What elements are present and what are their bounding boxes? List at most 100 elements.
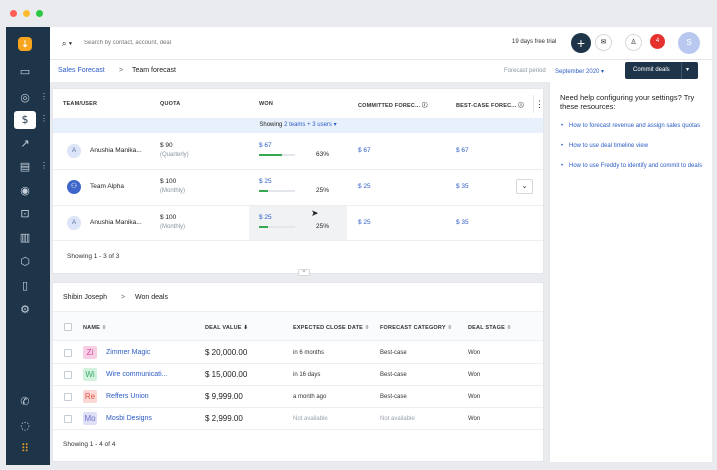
- header-deal-stage[interactable]: DEAL STAGE ⇳: [468, 325, 512, 331]
- forecast-dollar-icon[interactable]: $: [14, 111, 36, 129]
- won-value[interactable]: $ 67: [259, 142, 272, 149]
- header-quota[interactable]: QUOTA: [160, 101, 181, 107]
- reports-chart-icon[interactable]: ↗: [20, 137, 30, 150]
- email-icon[interactable]: ✉: [595, 34, 612, 51]
- app-logo-icon[interactable]: ⇣: [18, 37, 32, 51]
- table-row[interactable]: A Anushia Manika... $ 100 (Monthly) $ 25…: [53, 206, 543, 240]
- best-case-value[interactable]: $ 35: [456, 219, 469, 226]
- header-won[interactable]: WON: [259, 101, 274, 107]
- sort-desc-icon[interactable]: ⬇: [243, 325, 249, 331]
- help-link-item[interactable]: • How to use Freddy to identify and commi…: [561, 163, 703, 169]
- won-value[interactable]: $ 25: [259, 214, 272, 221]
- header-forecast-category[interactable]: FORECAST CATEGORY ⇳: [380, 325, 452, 331]
- select-all-checkbox[interactable]: [64, 323, 72, 331]
- search-input[interactable]: [84, 36, 304, 50]
- info-icon[interactable]: ⓘ: [518, 103, 524, 109]
- products-cube-icon[interactable]: ⬡: [20, 255, 30, 268]
- deal-row[interactable]: Wi Wire communicati... $ 15,000.00 in 16 da…: [53, 364, 543, 386]
- header-name[interactable]: NAME ⇳: [83, 325, 107, 331]
- deals-bag-icon[interactable]: ⊡: [20, 207, 30, 220]
- teams-users-filter[interactable]: 2 teams + 3 users ▾: [284, 122, 337, 128]
- committed-value[interactable]: $ 25: [358, 183, 371, 190]
- commit-deals-button[interactable]: Commit deals ▾: [625, 62, 698, 79]
- deal-row[interactable]: Re Reffers Union $ 9,999.00 a month ago Best…: [53, 386, 543, 408]
- help-link-freddy[interactable]: How to use Freddy to identify and commit…: [569, 163, 703, 169]
- deals-breadcrumb-user[interactable]: Shibin Joseph: [63, 294, 107, 301]
- calendar-icon[interactable]: ▭: [19, 65, 31, 78]
- breadcrumb-sales-forecast[interactable]: Sales Forecast: [58, 67, 105, 74]
- chat-more-icon[interactable]: ⋮: [40, 161, 48, 170]
- help-link-timeline[interactable]: How to use deal timeline view: [569, 143, 649, 149]
- help-links: • How to forecast revenue and assign sale…: [560, 122, 710, 170]
- sort-icon[interactable]: ⇳: [364, 325, 370, 331]
- header-expected-close-date[interactable]: EXPECTED CLOSE DATE ⇳: [293, 325, 370, 331]
- bell-icon[interactable]: ♙: [625, 34, 642, 51]
- avatar: A: [67, 144, 81, 158]
- won-percent: 63%: [316, 151, 330, 158]
- user-avatar[interactable]: S: [678, 32, 700, 54]
- header-best-case-forecast[interactable]: BEST-CASE FOREC... ⓘ: [456, 101, 524, 109]
- user-name[interactable]: Anushia Manika...: [90, 219, 142, 226]
- sort-icon[interactable]: ⇳: [101, 325, 107, 331]
- commit-deals-label: Commit deals: [633, 67, 670, 73]
- team-name[interactable]: Team Alpha: [90, 183, 124, 190]
- header-deal-value[interactable]: DEAL VALUE ⬇: [205, 325, 248, 331]
- sort-icon[interactable]: ⇳: [447, 325, 453, 331]
- user-name[interactable]: Anushia Manika...: [90, 147, 142, 154]
- add-new-button[interactable]: +: [571, 33, 591, 53]
- help-link-item[interactable]: • How to forecast revenue and assign sale…: [561, 123, 701, 129]
- apps-grid-icon[interactable]: ⠿: [20, 442, 30, 455]
- commit-dropdown-icon[interactable]: ▾: [686, 67, 690, 73]
- deal-stage: Won: [468, 350, 481, 356]
- target-icon[interactable]: ◉: [20, 184, 30, 197]
- expand-team-button[interactable]: ⌄: [516, 179, 533, 194]
- notification-badge[interactable]: 4: [650, 34, 665, 49]
- help-link-item[interactable]: • How to use deal timeline view: [561, 143, 649, 149]
- info-icon[interactable]: ⓘ: [422, 103, 428, 109]
- row-checkbox[interactable]: [64, 349, 72, 357]
- search-icon[interactable]: ⌕ ▾: [62, 39, 73, 48]
- maximize-window-icon[interactable]: [36, 10, 43, 17]
- deal-name[interactable]: Mosbi Designs: [106, 415, 152, 422]
- settings-gear-icon[interactable]: ⚙: [20, 303, 30, 316]
- header-committed-forecast[interactable]: COMMITTED FOREC... ⓘ: [358, 101, 428, 109]
- resize-handle[interactable]: =: [298, 269, 310, 276]
- help-panel: Need help configuring your settings? Try…: [549, 82, 712, 462]
- deal-row[interactable]: Mo Mosbi Designs $ 2,999.00 Not available No…: [53, 408, 543, 430]
- column-menu-icon[interactable]: ⋮: [533, 95, 545, 113]
- best-case-value[interactable]: $ 35: [456, 183, 469, 190]
- best-case-value[interactable]: $ 67: [456, 147, 469, 154]
- forecast-more-icon[interactable]: ⋮: [40, 114, 48, 123]
- minimize-window-icon[interactable]: [23, 10, 30, 17]
- header-team-user[interactable]: TEAM/USER: [63, 101, 98, 107]
- row-checkbox[interactable]: [64, 393, 72, 401]
- row-checkbox[interactable]: [64, 415, 72, 423]
- phone-icon[interactable]: ✆: [20, 395, 30, 408]
- team-avatar-icon: ⚇: [67, 180, 81, 194]
- close-window-icon[interactable]: [10, 10, 17, 17]
- table-row[interactable]: A Anushia Manika... $ 90 (Quarterly) $ 6…: [53, 133, 543, 169]
- deal-row[interactable]: Zi Zimmer Magic $ 20,000.00 in 6 months Best…: [53, 342, 543, 364]
- committed-value[interactable]: $ 25: [358, 219, 371, 226]
- dashboard-icon[interactable]: ▥: [19, 231, 31, 244]
- contacts-more-icon[interactable]: ⋮: [40, 92, 48, 101]
- won-value[interactable]: $ 25: [259, 178, 272, 185]
- header-category-label: FORECAST CATEGORY: [380, 325, 446, 331]
- documents-icon[interactable]: ▯: [21, 279, 29, 292]
- forecast-period-select[interactable]: September 2020 ▾: [555, 69, 605, 75]
- deal-name[interactable]: Wire communicati...: [106, 371, 168, 378]
- header-stage-label: DEAL STAGE: [468, 325, 505, 331]
- sort-icon[interactable]: ⇳: [506, 325, 512, 331]
- committed-value[interactable]: $ 67: [358, 147, 371, 154]
- row-checkbox[interactable]: [64, 371, 72, 379]
- table-row[interactable]: ⚇ Team Alpha $ 100 (Monthly) $ 25 25% $ …: [53, 170, 543, 205]
- support-chat-icon[interactable]: ◌: [20, 419, 30, 432]
- deal-stage: Won: [468, 394, 481, 400]
- quota-period: (Monthly): [160, 224, 186, 230]
- chat-icon[interactable]: ▤: [19, 160, 31, 173]
- help-link-forecast[interactable]: How to forecast revenue and assign sales…: [569, 123, 701, 129]
- deal-name[interactable]: Zimmer Magic: [106, 349, 151, 356]
- deal-name[interactable]: Reffers Union: [106, 393, 149, 400]
- won-progress-bar: [259, 154, 295, 156]
- contacts-icon[interactable]: ◎: [20, 91, 30, 104]
